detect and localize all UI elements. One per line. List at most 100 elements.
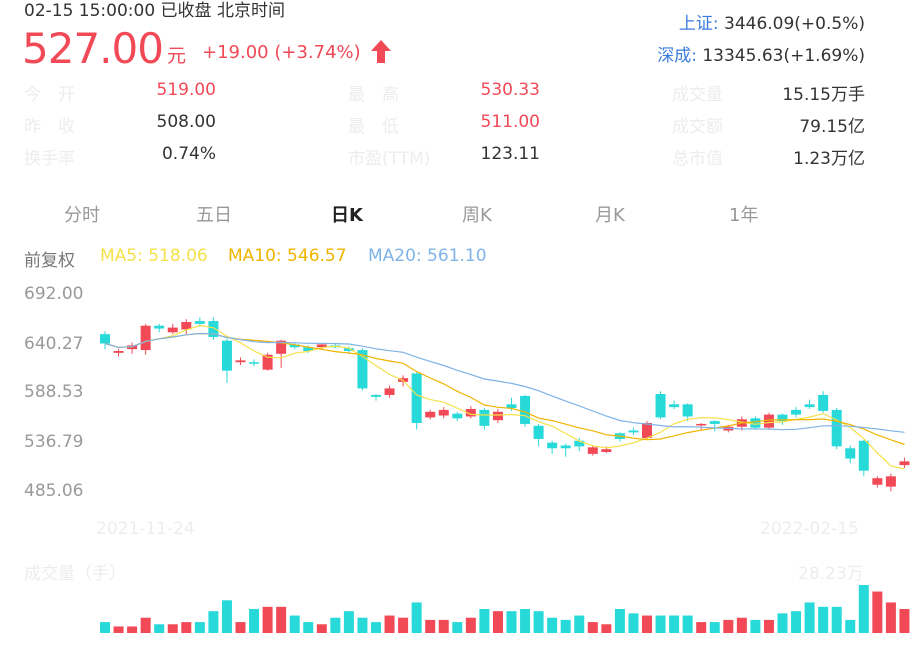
stat-label: 市盈(TTM)	[348, 149, 431, 169]
price-unit: 元	[167, 45, 187, 67]
volume-bar	[479, 609, 490, 633]
candle-body	[601, 449, 612, 453]
index-value: 3446.09(+0.5%)	[724, 14, 865, 34]
candle-body	[127, 345, 138, 350]
candle-body	[831, 409, 842, 447]
volume-bar	[818, 606, 829, 633]
volume-bar	[614, 609, 625, 633]
tab-3[interactable]: 周K	[462, 205, 492, 226]
candle-body	[547, 442, 558, 449]
candle-body	[316, 344, 327, 348]
volume-bar	[316, 624, 327, 633]
volume-bar	[425, 619, 436, 633]
stat-value: 511.00	[480, 112, 540, 132]
candle-body	[696, 423, 707, 426]
tab-1[interactable]: 五日	[196, 205, 232, 226]
candle-body	[438, 409, 449, 416]
volume-bar	[750, 619, 761, 633]
volume-bar	[384, 615, 395, 633]
ma20-legend: MA20: 561.10	[368, 246, 487, 266]
volume-bar	[221, 600, 232, 633]
stat-label: 换手率	[24, 149, 75, 169]
candle-body	[587, 447, 598, 454]
volume-bar	[899, 609, 910, 633]
volume-bar	[249, 609, 260, 633]
candle-body	[682, 404, 693, 417]
volume-bar	[330, 617, 341, 633]
candle-body	[113, 350, 124, 353]
stat-value: 508.00	[156, 112, 216, 132]
candle-body	[276, 340, 287, 354]
current-price: 527.00	[22, 24, 164, 73]
volume-bar	[777, 613, 788, 633]
candle-body	[492, 411, 503, 421]
adjust-mode[interactable]: 前复权	[24, 251, 75, 271]
candle-body	[709, 421, 720, 424]
volume-bar	[208, 611, 219, 633]
volume-bar	[669, 615, 680, 633]
candle-body	[818, 394, 829, 411]
volume-bar	[858, 585, 869, 633]
candle-body	[899, 461, 910, 466]
x-end-label: 2022-02-15	[760, 519, 859, 539]
volume-bar	[100, 622, 110, 633]
candle-body	[642, 423, 652, 438]
stat-label: 最 低	[348, 117, 399, 137]
volume-bar	[601, 624, 612, 633]
stat-label: 成交额	[672, 117, 723, 137]
stat-label: 昨 收	[24, 117, 75, 137]
volume-bar	[506, 611, 517, 633]
volume-bar	[791, 611, 802, 633]
candle-body	[872, 478, 883, 485]
stat-label: 总市值	[672, 149, 723, 169]
candle-body	[655, 394, 666, 418]
candle-body	[411, 373, 422, 424]
candle-body	[669, 404, 680, 408]
volume-bar	[276, 606, 287, 633]
volume-max-label: 28.23万	[798, 564, 864, 584]
tab-5[interactable]: 1年	[729, 205, 759, 226]
stat-label: 最 高	[348, 85, 399, 105]
candle-body	[235, 360, 246, 363]
candle-body	[221, 340, 232, 371]
volume-bar	[438, 619, 449, 633]
volume-bar	[845, 619, 856, 633]
index-name: 上证:	[678, 14, 719, 34]
index-shanghai[interactable]: 上证: 3446.09(+0.5%)	[679, 9, 865, 34]
volume-bar	[574, 615, 585, 633]
tab-4[interactable]: 月K	[595, 205, 625, 226]
candle-body	[154, 325, 165, 329]
candle-body	[479, 409, 490, 426]
stat-value: 0.74%	[161, 144, 216, 164]
candle-body	[357, 350, 368, 389]
up-arrow-icon	[370, 40, 392, 68]
volume-bar	[547, 617, 558, 633]
candle-body	[777, 414, 788, 422]
candle-body	[343, 348, 354, 351]
candle-body	[100, 334, 110, 344]
tab-0[interactable]: 分时	[64, 205, 100, 226]
volume-bar	[262, 606, 273, 633]
volume-bar	[127, 626, 138, 633]
candle-body	[425, 411, 436, 418]
volume-bar	[194, 622, 205, 633]
volume-label: 成交量（手）	[24, 564, 126, 584]
candle-body	[167, 327, 178, 333]
volume-bar	[723, 619, 734, 633]
volume-bar	[289, 615, 300, 633]
volume-bar	[113, 626, 124, 633]
volume-bar	[398, 617, 409, 633]
stat-value: 530.33	[480, 80, 540, 100]
candle-body	[520, 395, 531, 424]
index-shenzhen[interactable]: 深成: 13345.63(+1.69%)	[657, 41, 865, 66]
candle-body	[791, 409, 802, 415]
candle-body	[208, 321, 219, 337]
candle-body	[560, 445, 571, 449]
tab-2[interactable]: 日K	[331, 205, 363, 226]
volume-bar	[303, 622, 314, 633]
candle-body	[452, 413, 463, 419]
candle-body	[371, 394, 381, 397]
index-value: 13345.63(+1.69%)	[702, 46, 865, 66]
ma5-legend: MA5: 518.06	[100, 246, 208, 266]
